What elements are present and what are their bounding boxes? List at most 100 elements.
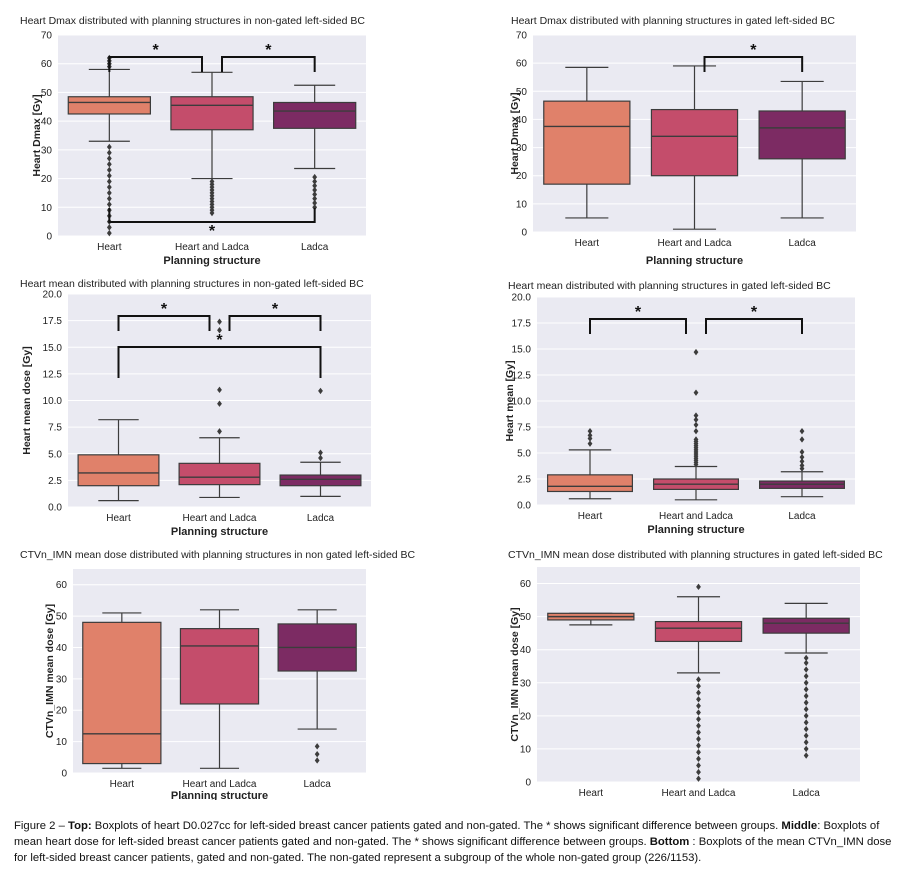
y-tick-label: 7.5 (48, 423, 62, 434)
box-ladca (277, 609, 357, 764)
x-tick-label: Heart (578, 511, 603, 522)
y-tick-label: 10 (520, 744, 532, 755)
outlier-point (217, 318, 222, 325)
outlier-point (587, 440, 593, 447)
y-tick-label: 20 (41, 174, 53, 185)
y-tick-label: 60 (56, 580, 68, 591)
y-tick-label: 60 (516, 59, 528, 70)
outlier-point (696, 689, 701, 696)
x-tick-label: Ladca (307, 513, 335, 524)
significance-bracket: * (589, 304, 687, 334)
y-tick-label: 15.0 (512, 345, 532, 356)
caption-top-text: Boxplots of heart D0.027cc for left-side… (91, 820, 782, 832)
outlier-point (696, 768, 701, 776)
outlier-point (696, 742, 701, 749)
box-heart (543, 66, 631, 219)
x-tick-label: Ladca (301, 242, 329, 253)
outlier-point (318, 387, 323, 395)
caption-middle-label: Middle (781, 820, 818, 832)
y-tick-label: 20 (56, 706, 68, 717)
chart-panel-5: 0 10 20 30 40 50 60 CTVn_IMN mean dose distribu… (20, 549, 416, 800)
bracket-line (117, 315, 211, 331)
x-tick-label: Heart and Ladca (658, 238, 732, 249)
chart-title: Heart Dmax distributed with planning str… (20, 15, 365, 27)
box-iqr (82, 621, 162, 765)
outlier-point (803, 679, 809, 686)
y-tick-label: 0.0 (48, 503, 62, 514)
y-tick-label: 0 (61, 769, 67, 780)
y-tick-label: 50 (520, 612, 532, 623)
box-heart (77, 419, 160, 502)
outlier-point (217, 327, 222, 334)
figure-caption: Figure 2 – Top: Boxplots of heart D0.027… (14, 818, 904, 866)
outlier-point (693, 427, 699, 435)
significance-star: * (272, 301, 279, 318)
y-axis-label: Heart mean dose [Gy] (21, 346, 33, 455)
significance-star: * (265, 42, 272, 59)
y-axis-label: CTVn_IMN mean dose [Gy] (44, 604, 56, 738)
box-heart-and-ladca (179, 609, 260, 769)
outlier-point (587, 432, 593, 439)
x-tick-label: Ladca (788, 511, 816, 522)
outlier-point (799, 458, 805, 465)
y-tick-label: 5.0 (517, 449, 531, 460)
outlier-point (803, 745, 809, 753)
box-iqr (543, 100, 631, 185)
y-tick-label: 2.5 (517, 475, 531, 486)
outlier-point (803, 719, 809, 726)
box-iqr (179, 628, 260, 705)
outlier-point (803, 659, 809, 667)
outlier-point (799, 436, 805, 443)
significance-bracket: * (108, 42, 203, 72)
outlier-point (106, 161, 112, 168)
outlier-point (696, 729, 701, 736)
x-tick-label: Heart and Ladca (659, 511, 733, 522)
bracket-line (228, 315, 322, 331)
y-tick-label: 0 (521, 228, 527, 239)
outlier-point (106, 183, 112, 191)
outlier-point (696, 749, 701, 756)
outlier-point (696, 775, 701, 782)
chart-title: CTVn_IMN mean dose distributed with plan… (20, 549, 416, 561)
bracket-line (703, 56, 804, 72)
box-ladca (758, 80, 846, 219)
chart-panel-2: 0 10 20 30 40 50 60 70 Heart Dmax distributed wi… (509, 15, 856, 267)
outlier-point (803, 686, 809, 693)
x-tick-label: Heart (579, 788, 604, 799)
box-heart-and-ladca (170, 71, 254, 217)
x-tick-label: Ladca (789, 238, 817, 249)
significance-bracket: * (228, 301, 322, 331)
x-tick-label: Heart (110, 779, 135, 790)
chart-panel-1: 0 10 20 30 40 50 60 70 Heart Dmax distributed wi… (20, 15, 366, 267)
y-axis-label: Heart Dmax [Gy] (31, 94, 43, 176)
y-tick-label: 30 (520, 678, 532, 689)
y-tick-label: 40 (516, 115, 528, 126)
box-heart (547, 612, 635, 626)
outlier-point (696, 762, 701, 769)
y-tick-label: 50 (41, 88, 53, 99)
box-iqr (650, 108, 739, 177)
x-tick-label: Heart and Ladca (183, 513, 257, 524)
outlier-point (803, 654, 809, 662)
y-tick-label: 0.0 (517, 501, 531, 512)
significance-star: * (209, 223, 216, 240)
box-ladca (279, 387, 362, 497)
y-tick-label: 0 (46, 232, 52, 243)
outlier-point (106, 224, 112, 231)
box-heart-and-ladca (654, 583, 743, 782)
outlier-point (693, 436, 699, 443)
outlier-point (209, 178, 215, 185)
caption-label: Figure 2 – (14, 820, 69, 832)
box-iqr (77, 454, 160, 487)
outlier-point (106, 149, 112, 156)
box-heart-and-ladca (178, 318, 261, 499)
outlier-point (693, 421, 699, 429)
significance-bracket: * (221, 42, 316, 72)
y-tick-label: 15.0 (43, 343, 63, 354)
x-axis-label: Planning structure (171, 790, 268, 800)
y-tick-label: 30 (41, 145, 53, 156)
outlier-point (318, 454, 323, 462)
outlier-point (693, 348, 699, 356)
significance-star: * (216, 332, 223, 349)
y-tick-label: 17.5 (43, 316, 63, 327)
